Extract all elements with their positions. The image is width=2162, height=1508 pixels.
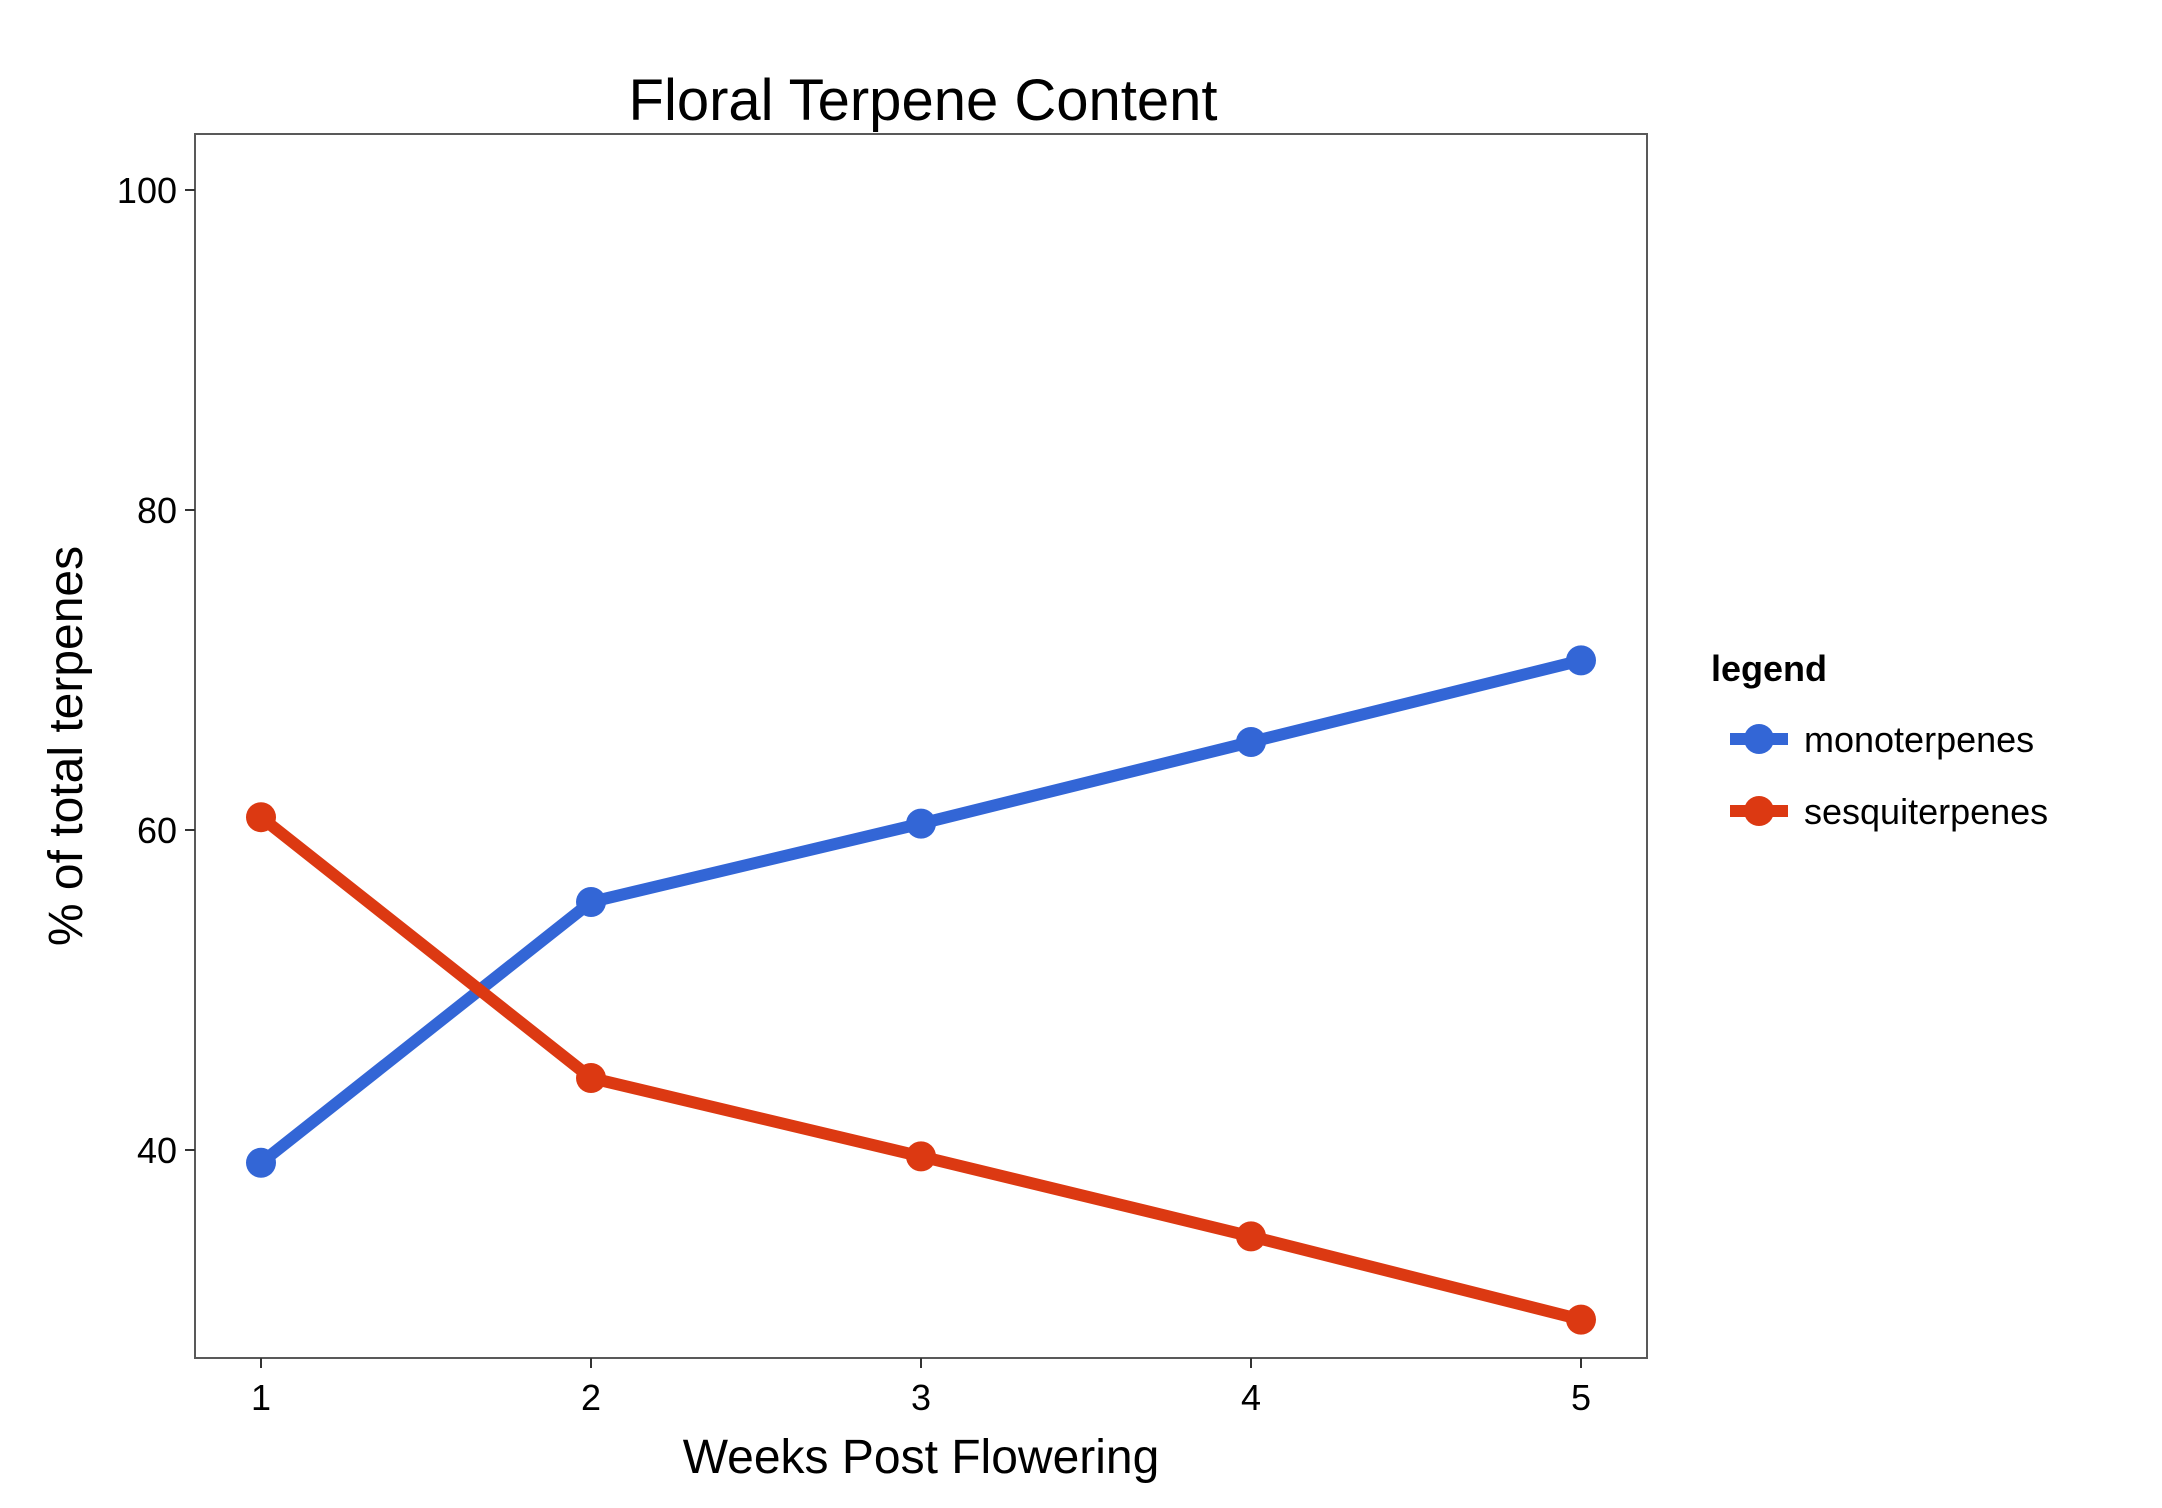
legend-item-sesquiterpenes: sesquiterpenes	[1730, 791, 2048, 832]
y-tick-label: 40	[137, 1130, 177, 1171]
legend-label: monoterpenes	[1804, 719, 2034, 760]
x-axis: 1 2 3 4 5	[251, 1358, 1591, 1418]
data-point-monoterpenes	[246, 1147, 276, 1178]
x-tick-label: 3	[911, 1377, 931, 1418]
data-point-monoterpenes	[906, 808, 936, 839]
x-tick-label: 1	[251, 1377, 271, 1418]
data-point-sesquiterpenes	[576, 1063, 606, 1093]
plot-panel	[194, 133, 1648, 1359]
data-point-monoterpenes	[576, 887, 606, 917]
chart-title: Floral Terpene Content	[629, 68, 1218, 133]
y-tick-label: 80	[137, 490, 177, 531]
data-point-monoterpenes	[1236, 727, 1266, 757]
y-tick-label: 100	[117, 170, 177, 211]
series-points	[246, 645, 1596, 1335]
legend-item-monoterpenes: monoterpenes	[1730, 719, 2034, 760]
legend-items: monoterpenes sesquiterpenes	[1730, 719, 2048, 832]
x-tick-label: 5	[1571, 1377, 1591, 1418]
legend-title: legend	[1711, 648, 1827, 689]
data-point-sesquiterpenes	[906, 1141, 936, 1172]
x-axis-title: Weeks Post Flowering	[683, 1431, 1160, 1484]
legend-key-point	[1744, 796, 1774, 826]
legend-key-point	[1744, 724, 1774, 754]
y-axis: 40 60 80 100	[117, 170, 195, 1171]
data-point-sesquiterpenes	[1236, 1221, 1266, 1252]
y-tick-label: 60	[137, 810, 177, 851]
legend: legend monoterpenes sesquiterpenes	[1711, 648, 2048, 832]
data-point-sesquiterpenes	[246, 802, 276, 833]
legend-label: sesquiterpenes	[1804, 791, 2048, 832]
data-point-monoterpenes	[1566, 645, 1596, 676]
y-axis-title: % of total terpenes	[40, 546, 93, 946]
x-tick-label: 2	[581, 1377, 601, 1418]
data-point-sesquiterpenes	[1566, 1304, 1596, 1335]
x-tick-label: 4	[1241, 1377, 1261, 1418]
